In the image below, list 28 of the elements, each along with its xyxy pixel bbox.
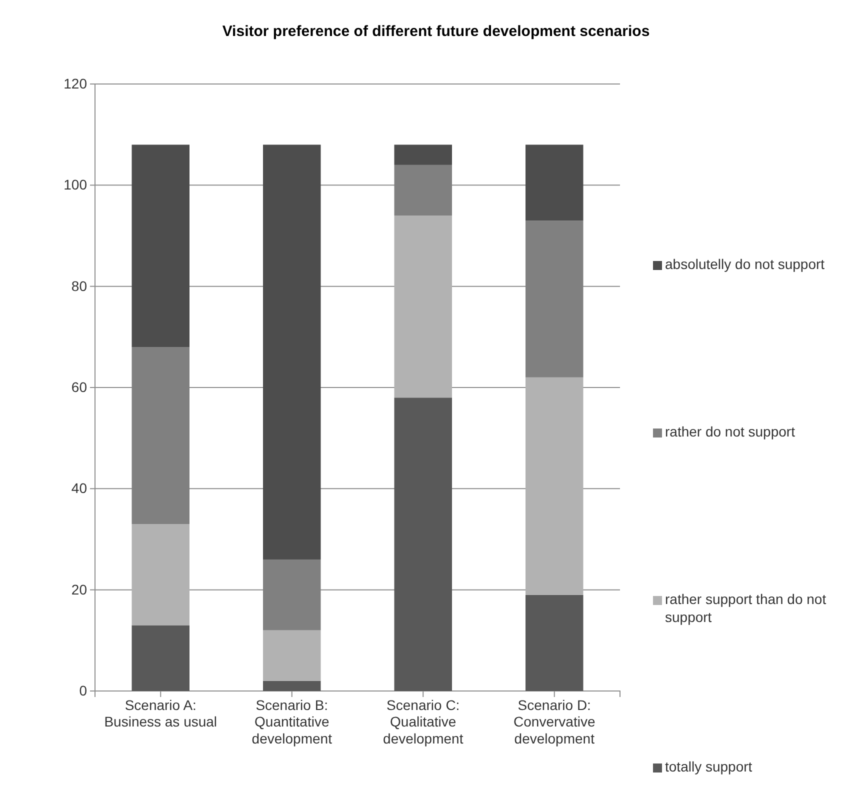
legend-label: totally support xyxy=(665,758,752,774)
legend-label: rather support than do not support xyxy=(665,591,826,626)
bar xyxy=(526,144,584,221)
bar xyxy=(132,524,190,626)
x-tick-label: Scenario B: Quantitative development xyxy=(252,696,332,747)
y-tick-label: 40 xyxy=(71,480,88,496)
y-tick-label: 120 xyxy=(64,75,88,92)
y-tick-label: 0 xyxy=(79,682,88,698)
chart-title: Visitor preference of different future development scenarios xyxy=(222,23,650,40)
bar xyxy=(132,144,190,348)
y-tick-label: 80 xyxy=(71,278,88,294)
x-tick-label: Scenario D: Convervative development xyxy=(514,696,596,747)
legend-label: absolutelly do not support xyxy=(665,256,825,272)
x-tick-label: Scenario C: Qualitative development xyxy=(383,696,464,747)
bar xyxy=(263,680,321,691)
bar xyxy=(132,625,190,691)
bar xyxy=(263,144,321,560)
bar xyxy=(394,144,452,165)
bar xyxy=(263,630,321,681)
bar xyxy=(526,594,584,691)
x-tick-label: Scenario A: Business as usual xyxy=(104,696,218,730)
bar xyxy=(394,216,452,398)
y-tick-label: 100 xyxy=(64,176,88,193)
y-tick-label: 60 xyxy=(71,378,88,395)
legend-label: rather do not support xyxy=(665,424,796,440)
bar xyxy=(526,377,584,595)
y-tick-label: 20 xyxy=(71,581,88,598)
bar xyxy=(394,398,452,691)
